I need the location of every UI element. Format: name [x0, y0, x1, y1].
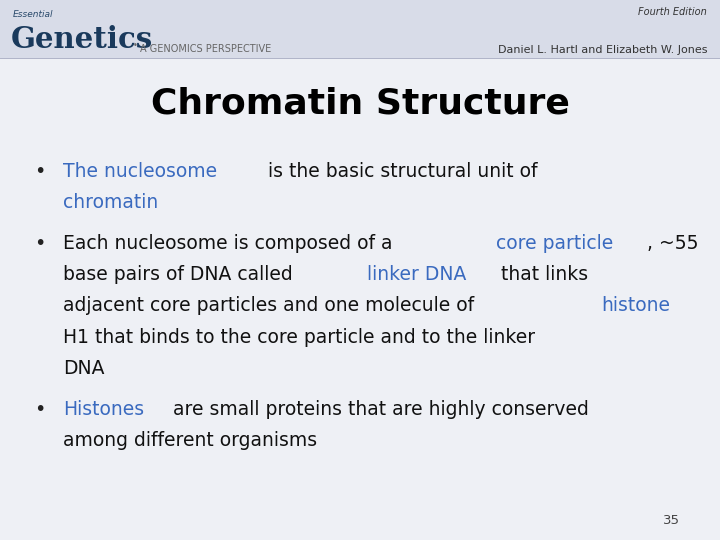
Text: , ~55: , ~55: [647, 234, 698, 253]
Text: DNA: DNA: [63, 359, 104, 378]
Text: Essential: Essential: [13, 10, 53, 19]
Text: Daniel L. Hartl and Elizabeth W. Jones: Daniel L. Hartl and Elizabeth W. Jones: [498, 45, 707, 55]
Text: linker DNA: linker DNA: [366, 265, 467, 284]
Text: •: •: [133, 40, 138, 50]
Text: •: •: [35, 234, 46, 253]
Text: core particle: core particle: [495, 234, 613, 253]
Text: 35: 35: [663, 514, 680, 526]
Text: are small proteins that are highly conserved: are small proteins that are highly conse…: [167, 400, 589, 419]
Text: base pairs of DNA called: base pairs of DNA called: [63, 265, 298, 284]
Text: chromatin: chromatin: [63, 193, 158, 212]
FancyBboxPatch shape: [0, 0, 720, 58]
Text: •: •: [35, 400, 46, 419]
Text: The nucleosome: The nucleosome: [63, 162, 217, 181]
Text: •: •: [35, 162, 46, 181]
Text: A GENOMICS PERSPECTIVE: A GENOMICS PERSPECTIVE: [140, 44, 271, 54]
Text: histone: histone: [601, 296, 670, 315]
Text: Fourth Edition: Fourth Edition: [639, 7, 707, 17]
Text: Chromatin Structure: Chromatin Structure: [150, 86, 570, 120]
Text: Each nucleosome is composed of a: Each nucleosome is composed of a: [63, 234, 398, 253]
Text: Histones: Histones: [63, 400, 144, 419]
Text: H1 that binds to the core particle and to the linker: H1 that binds to the core particle and t…: [63, 328, 535, 347]
Text: that links: that links: [495, 265, 588, 284]
Text: Genetics: Genetics: [11, 25, 153, 54]
Text: adjacent core particles and one molecule of: adjacent core particles and one molecule…: [63, 296, 480, 315]
Text: is the basic structural unit of: is the basic structural unit of: [261, 162, 537, 181]
Text: among different organisms: among different organisms: [63, 431, 317, 450]
